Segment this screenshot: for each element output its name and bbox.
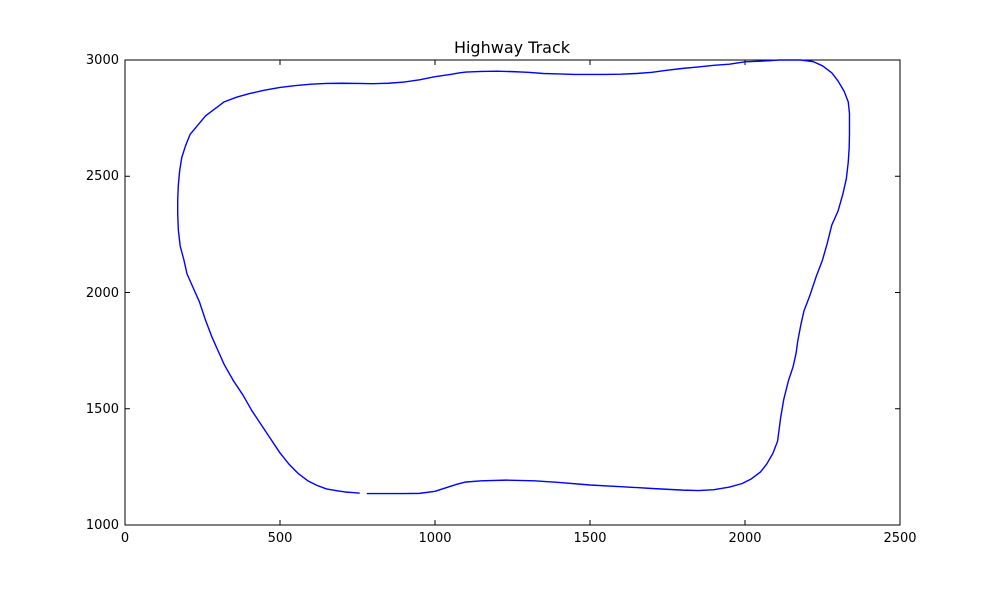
y-tick-label: 1500 bbox=[86, 402, 119, 417]
x-tick-label: 2000 bbox=[728, 531, 761, 546]
y-tick-labels: 1000 1500 2000 2500 3000 bbox=[86, 53, 119, 533]
x-tick-labels: 0 500 1000 1500 2000 2500 bbox=[121, 531, 917, 546]
x-tick-label: 1000 bbox=[418, 531, 451, 546]
x-tick-label: 0 bbox=[121, 531, 129, 546]
y-tick-label: 3000 bbox=[86, 53, 119, 68]
y-tick-label: 1000 bbox=[86, 518, 119, 533]
track-line bbox=[177, 59, 851, 495]
x-tick-label: 2500 bbox=[883, 531, 916, 546]
x-tick-label: 1500 bbox=[573, 531, 606, 546]
y-tick-label: 2500 bbox=[86, 169, 119, 184]
plot-area bbox=[124, 59, 901, 526]
plot-frame bbox=[124, 59, 901, 526]
y-tick-label: 2000 bbox=[86, 286, 119, 301]
axis-ticks bbox=[124, 59, 901, 526]
x-tick-label: 500 bbox=[268, 531, 293, 546]
series-group bbox=[177, 59, 851, 495]
chart-title: Highway Track bbox=[454, 38, 571, 57]
